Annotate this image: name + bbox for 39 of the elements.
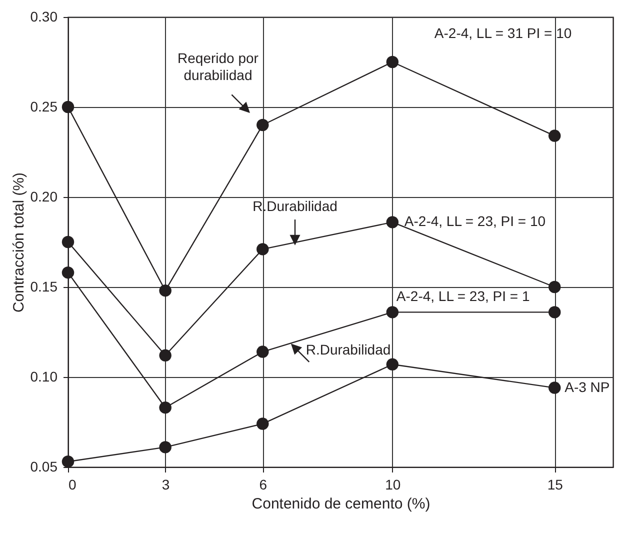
point <box>256 118 269 132</box>
x-tick-label: 6 <box>259 476 268 492</box>
y-tick-label: 0.25 <box>30 98 58 114</box>
text: A-2-4, LL = 31 PI = 10 <box>434 25 572 41</box>
x-tick-label: 3 <box>162 476 170 492</box>
x-tick-label: 15 <box>547 476 564 492</box>
y-tick-label: 0.20 <box>30 188 58 204</box>
point <box>386 358 399 371</box>
series-label: A-2-4, LL = 23, PI = 10 <box>404 213 546 230</box>
annotation: R.Durabilidad <box>306 342 391 358</box>
x-tick-label: 10 <box>385 476 401 492</box>
point <box>386 56 399 68</box>
y-tick-label: 0.05 <box>30 458 58 474</box>
x-tick-label: 0 <box>68 476 76 492</box>
point <box>62 266 74 279</box>
point <box>548 306 561 318</box>
point <box>548 280 561 294</box>
point <box>256 346 269 358</box>
point <box>62 236 74 248</box>
series-label: A-3 NP <box>564 378 610 395</box>
point <box>256 243 269 256</box>
point <box>159 401 172 414</box>
point <box>159 349 172 362</box>
series-label: A-2-4, LL = 23, PI = 1 <box>396 288 530 304</box>
y-tick-label: 0.15 <box>30 278 58 294</box>
point <box>386 216 399 228</box>
y-tick-label: 0.30 <box>30 8 58 24</box>
x-axis-title: Contenido de cemento (%) <box>252 496 430 512</box>
y-axis-title: Contracción total (%) <box>10 172 28 313</box>
point <box>62 100 74 114</box>
annotation: Reqerido por durabilidad <box>178 50 259 83</box>
point <box>62 455 74 468</box>
point <box>256 418 269 430</box>
point <box>159 441 172 454</box>
point <box>386 306 399 318</box>
point <box>548 382 561 394</box>
point <box>548 130 561 142</box>
y-tick-label: 0.10 <box>30 368 58 384</box>
point <box>159 284 172 297</box>
